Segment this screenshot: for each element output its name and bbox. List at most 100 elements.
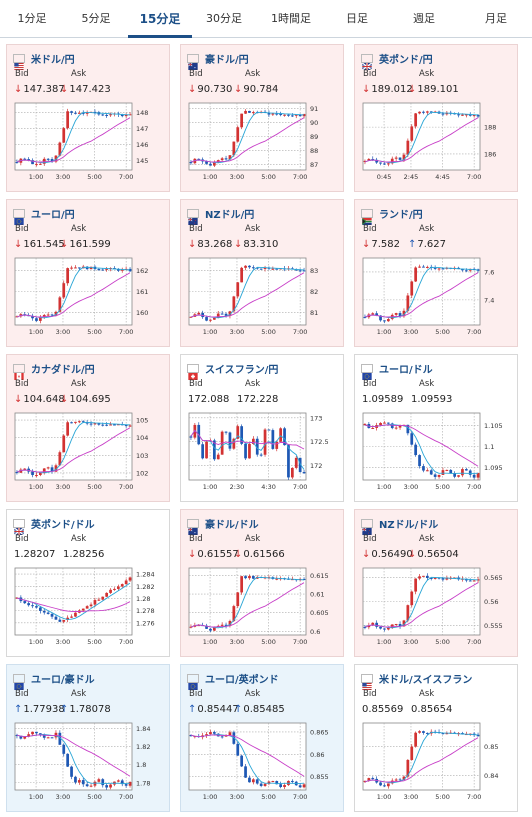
ma-slow-line: [364, 272, 479, 318]
currency-card[interactable]: 豪ドル/円 Bid Ask ↓ 90.730 ↓ 90.784 87 88 89 90 91 1:00 3…: [180, 44, 344, 192]
currency-card[interactable]: 米ドル/スイスフラン Bid Ask 0.85569 0.85654 0.84 0.85 1:…: [354, 664, 518, 812]
currency-card[interactable]: NZドル/ドル Bid Ask ↓ 0.56490 ↓ 0.56504 0.555 0.56 0.…: [354, 509, 518, 657]
candle: [105, 268, 109, 270]
pair-name-link[interactable]: ユーロ/円: [31, 209, 75, 221]
pair-name-link[interactable]: ユーロ/豪ドル: [31, 674, 95, 686]
pair-name-link[interactable]: NZドル/円: [205, 209, 255, 221]
candle: [371, 622, 375, 626]
pair-name-link[interactable]: ユーロ/ドル: [379, 364, 433, 376]
flag-icon: [361, 518, 373, 535]
pair-name-link[interactable]: ランド/円: [379, 209, 423, 221]
price-chart[interactable]: 172 172.5 173 1:00 2:30 4:30 7:00: [186, 410, 340, 498]
x-tick-label: 5:00: [87, 793, 102, 801]
x-tick-label: 7:00: [467, 328, 482, 336]
y-tick-label: 0.555: [484, 622, 503, 630]
currency-card[interactable]: 英ポンド/円 Bid Ask ↓ 189.012 ↓ 189.101 186 188 0:45 2:…: [354, 44, 518, 192]
pair-name-link[interactable]: 米ドル/円: [31, 54, 75, 66]
currency-card[interactable]: ユーロ/円 Bid Ask ↓ 161.545 ↓ 161.599 160 161 162 1:00…: [6, 199, 170, 347]
price-chart[interactable]: 186 188 0:45 2:45 4:45 7:00: [360, 100, 514, 188]
candle: [464, 114, 468, 116]
tab-1min[interactable]: 1分足: [17, 12, 47, 25]
pair-name-link[interactable]: ユーロ/英ポンド: [205, 674, 279, 686]
pair-name-link[interactable]: カナダドル/円: [31, 364, 95, 376]
pair-name-link[interactable]: 豪ドル/円: [205, 54, 249, 66]
y-tick-label: 186: [484, 150, 496, 158]
tab-1hour[interactable]: 1時間足: [271, 12, 311, 25]
tab-5min[interactable]: 5分足: [81, 12, 111, 25]
candle: [74, 776, 77, 783]
bid-value: ↓ 104.648: [14, 394, 65, 405]
price-chart[interactable]: 0.855 0.86 0.865 1:00 3:00 5:00 7:00: [186, 720, 340, 808]
flag-icon: [187, 208, 199, 225]
currency-card[interactable]: スイスフラン/円 Bid Ask 172.088 172.228 172 172.5 173 1…: [180, 354, 344, 502]
candle: [410, 746, 414, 760]
bid-value: ↓ 189.012: [362, 84, 413, 95]
ask-label: Ask: [245, 689, 261, 699]
y-tick-label: 161: [136, 288, 148, 296]
candle: [302, 270, 306, 272]
ask-label: Ask: [419, 689, 435, 699]
candle: [406, 295, 410, 311]
price-chart[interactable]: 0.84 0.85 1:00 3:00 5:00 7:00: [360, 720, 514, 808]
price-chart[interactable]: 1.276 1.278 1.28 1.282 1.284 1:00 3:00 5:00 7:00: [12, 565, 166, 653]
candle: [398, 624, 402, 627]
candle: [66, 617, 70, 621]
price-chart[interactable]: 0.6 0.605 0.61 0.615 1:00 3:00 5:00 7:00: [186, 565, 340, 653]
candle: [275, 268, 279, 270]
price-chart[interactable]: 0.555 0.56 0.565 1:00 3:00 5:00 7:00: [360, 565, 514, 653]
candle: [128, 114, 132, 116]
candle: [386, 163, 390, 165]
candle: [414, 113, 418, 127]
pair-name-link[interactable]: 豪ドル/ドル: [205, 519, 259, 531]
currency-card[interactable]: NZドル/円 Bid Ask ↓ 83.268 ↓ 83.310 81 82 83 1:00 3:00…: [180, 199, 344, 347]
currency-card[interactable]: 米ドル/円 Bid Ask ↓ 147.387 ↓ 147.423 145 146 147 148 1…: [6, 44, 170, 192]
y-tick-label: 104: [136, 434, 148, 442]
candle: [42, 610, 46, 613]
pair-name-link[interactable]: 米ドル/スイスフラン: [379, 674, 473, 686]
ask-price: 83.310: [243, 239, 279, 250]
candle: [197, 312, 201, 315]
pair-name-link[interactable]: スイスフラン/円: [205, 364, 279, 376]
y-tick-label: 90: [310, 119, 318, 127]
currency-card[interactable]: ユーロ/英ポンド Bid Ask ↑ 0.85447 ↑ 0.85485 0.855 0.86 0…: [180, 664, 344, 812]
candle: [290, 780, 294, 782]
tab-30min[interactable]: 30分足: [206, 12, 242, 25]
currency-card[interactable]: ランド/円 Bid Ask ↓ 7.582 ↑ 7.627 7.4 7.6 1:00 3:00 5:0…: [354, 199, 518, 347]
currency-card[interactable]: 英ポンド/ドル Bid Ask 1.28207 1.28256 1.276 1.278 1.2…: [6, 509, 170, 657]
currency-card[interactable]: ユーロ/豪ドル Bid Ask ↑ 1.77938 ↑ 1.78078 1.78 1.8 1.82…: [6, 664, 170, 812]
candle: [275, 113, 279, 115]
price-chart[interactable]: 87 88 89 90 91 1:00 3:00 5:00 7:00: [186, 100, 340, 188]
y-tick-label: 0.855: [310, 773, 329, 781]
candle: [54, 616, 58, 620]
tab-weekly[interactable]: 週足: [413, 12, 435, 25]
tab-monthly[interactable]: 月足: [485, 12, 507, 25]
currency-card[interactable]: 豪ドル/ドル Bid Ask ↓ 0.61557 ↓ 0.61566 0.6 0.605 0.61…: [180, 509, 344, 657]
candle: [437, 268, 441, 270]
price-chart[interactable]: 81 82 83 1:00 3:00 5:00 7:00: [186, 255, 340, 343]
candle: [109, 424, 112, 426]
price-chart[interactable]: 145 146 147 148 1:00 3:00 5:00 7:00: [12, 100, 166, 188]
candle: [109, 784, 112, 788]
bid-label: Bid: [15, 379, 29, 389]
pair-name-link[interactable]: 英ポンド/ドル: [31, 519, 95, 531]
bid-price: 90.730: [197, 84, 233, 95]
y-tick-label: 102: [136, 469, 148, 477]
currency-card[interactable]: ユーロ/ドル Bid Ask 1.09589 1.09593 1.095 1.1 1.105 1…: [354, 354, 518, 502]
plot-area: [362, 257, 481, 326]
candle: [124, 425, 128, 427]
x-tick-label: 7:00: [293, 328, 308, 336]
price-chart[interactable]: 1.78 1.8 1.82 1.84 1:00 3:00 5:00 7:00: [12, 720, 166, 808]
ask-value: ↓ 161.599: [60, 239, 111, 250]
x-tick-label: 1:00: [377, 483, 392, 491]
tab-15min[interactable]: 15分足: [128, 0, 192, 38]
tab-daily[interactable]: 日足: [346, 12, 368, 25]
currency-card[interactable]: カナダドル/円 Bid Ask ↓ 104.648 ↓ 104.695 102 103 104 10…: [6, 354, 170, 502]
price-chart[interactable]: 1.095 1.1 1.105 1:00 3:00 5:00 7:00: [360, 410, 514, 498]
candle: [23, 736, 27, 739]
price-chart[interactable]: 160 161 162 1:00 3:00 5:00 7:00: [12, 255, 166, 343]
price-chart[interactable]: 102 103 104 105 1:00 3:00 5:00 7:00: [12, 410, 166, 498]
price-chart[interactable]: 7.4 7.6 1:00 3:00 5:00 7:00: [360, 255, 514, 343]
pair-name-link[interactable]: 英ポンド/円: [379, 54, 433, 66]
pair-name-link[interactable]: NZドル/ドル: [379, 519, 439, 531]
arrow-up-icon: ↑: [408, 239, 417, 250]
